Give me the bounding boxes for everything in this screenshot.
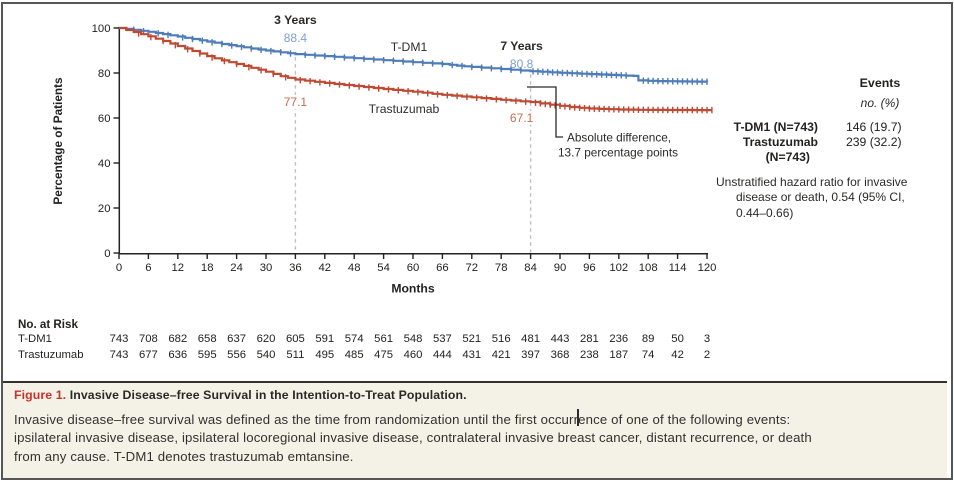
milestone-heading: 7 Years [500, 39, 543, 53]
x-tick-label: 114 [669, 262, 687, 274]
caption-body-line-2: ipsilateral invasive disease, ipsilatera… [14, 430, 812, 446]
x-tick-label: 78 [495, 262, 508, 274]
milestone-value-tdm1: 80.8 [510, 57, 534, 71]
x-tick-label: 120 [698, 262, 717, 274]
x-tick-label: 48 [348, 262, 361, 274]
x-tick-label: 72 [466, 262, 479, 274]
milestone-value-trastuzumab: 77.1 [284, 95, 308, 109]
x-tick-label: 102 [609, 262, 628, 274]
x-tick-label: 30 [260, 262, 273, 274]
y-tick-label: 100 [92, 23, 111, 35]
x-tick-label: 108 [639, 262, 658, 274]
x-tick-label: 0 [116, 262, 122, 274]
caption-area [3, 381, 947, 478]
y-axis-title: Percentage of Patients [51, 77, 65, 205]
y-tick-label: 0 [104, 248, 110, 260]
x-tick-label: 54 [377, 262, 390, 274]
y-tick-label: 40 [98, 158, 111, 170]
label-mask [504, 111, 539, 125]
figure-number-tag: Figure 1. [14, 388, 67, 402]
x-tick-label: 6 [145, 262, 151, 274]
x-tick-label: 90 [554, 262, 567, 274]
x-axis-title: Months [391, 282, 435, 296]
milestone-value-tdm1: 88.4 [284, 31, 308, 45]
x-tick-label: 60 [407, 262, 420, 274]
x-tick-label: 36 [289, 262, 302, 274]
difference-note-line-2: 13.7 percentage points [558, 146, 678, 160]
difference-note-line-1: Absolute difference, [567, 131, 671, 145]
km-survival-chart: 0 20 40 60 80 100 0 6 12 18 24 30 36 42 48 54 60 66 72 78 84… [51, 13, 717, 296]
figure-caption-body: Invasive disease–free survival was defin… [14, 411, 812, 466]
x-tick-label: 66 [436, 262, 449, 274]
text-cursor[interactable] [577, 409, 579, 426]
difference-bracket [527, 86, 563, 138]
caption-body-line-1: Invasive disease–free survival was defin… [14, 412, 791, 427]
y-tick-label: 20 [98, 203, 111, 215]
x-tick-label: 18 [201, 262, 214, 274]
x-tick-label: 12 [172, 262, 185, 274]
y-tick-label: 60 [98, 113, 111, 125]
curve-label-t-dm1: T-DM1 [391, 40, 428, 54]
x-tick-label: 24 [230, 262, 243, 274]
x-tick-label: 42 [319, 262, 332, 274]
caption-body-line-3: from any cause. T-DM1 denotes trastuzuma… [14, 448, 354, 464]
x-tick-label: 96 [583, 262, 596, 274]
milestone-heading: 3 Years [274, 13, 317, 27]
milestone-value-trastuzumab: 67.1 [510, 111, 534, 125]
figure-caption-title: Figure 1. Invasive Disease–free Survival… [14, 388, 467, 402]
label-mask [278, 95, 313, 109]
y-tick-label: 80 [98, 68, 111, 80]
figure-title-text: Invasive Disease–free Survival in the In… [69, 388, 467, 402]
x-tick-label: 84 [524, 262, 537, 274]
curve-label-trastuzumab: Trastuzumab [369, 102, 440, 116]
